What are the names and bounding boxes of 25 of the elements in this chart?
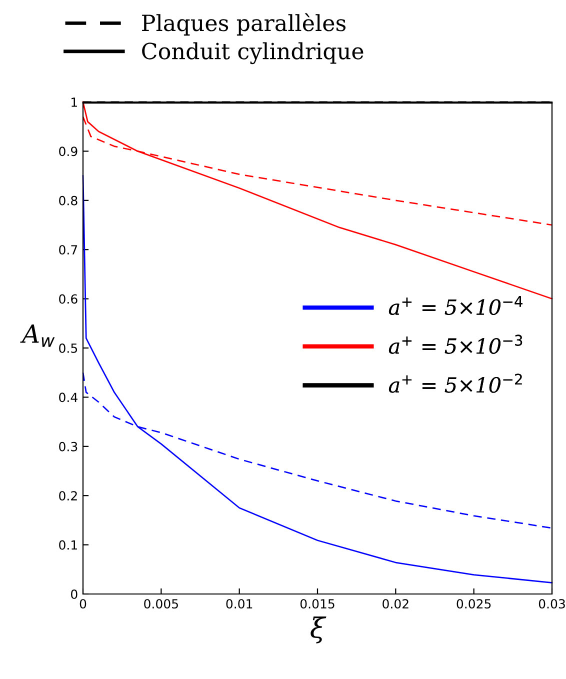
y-tick-label: 0.2 <box>59 491 77 501</box>
y-tick-label: 0 <box>71 589 78 599</box>
x-tick-label: 0.02 <box>382 599 408 609</box>
y-tick-label: 0.6 <box>59 294 78 304</box>
x-tick-label: 0.03 <box>538 599 565 609</box>
x-tick-label: 0.015 <box>300 599 334 609</box>
x-axis-title: ξ <box>310 616 326 644</box>
y-tick-label: 0.1 <box>59 540 77 550</box>
y-tick-label: 0.7 <box>59 245 78 255</box>
legend-label: a$^{+}$ = 5×10$^{−3}$ <box>388 334 522 354</box>
y-tick-label: 0.8 <box>59 196 78 206</box>
text: Plaques parallèles <box>142 13 346 36</box>
text: Conduit cylindrique <box>142 42 364 64</box>
y-tick-label: 0.3 <box>59 442 78 452</box>
x-tick-label: 0.005 <box>144 599 178 609</box>
legend-label: a$^{+}$ = 5×10$^{−4}$ <box>388 296 522 315</box>
x-tick-label: 0.01 <box>226 599 252 609</box>
x-tick-label: 0 <box>80 599 86 609</box>
y-tick-label: 0.5 <box>59 343 78 353</box>
legend-label: a$^{+}$ = 5×10$^{−2}$ <box>388 374 522 393</box>
y-tick-label: 0.4 <box>59 392 78 402</box>
y-tick-label: 1 <box>72 98 77 107</box>
x-tick-label: 0.025 <box>456 599 491 609</box>
y-tick-label: 0.9 <box>59 146 78 156</box>
y-axis-title: A$_{w}$ <box>20 324 55 347</box>
